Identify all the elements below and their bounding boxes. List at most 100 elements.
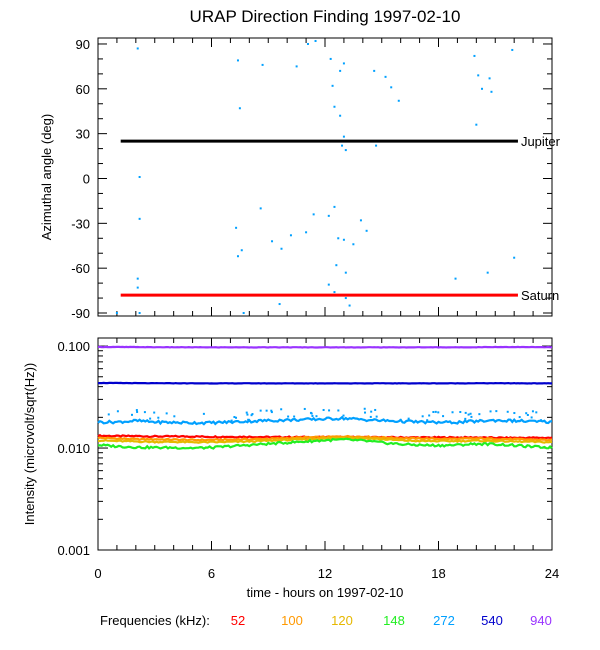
intensity-spike — [489, 410, 492, 413]
y-tick-label: 60 — [76, 82, 90, 97]
intensity-spike — [518, 416, 521, 419]
intensity-spike — [135, 409, 138, 412]
intensity-spike — [428, 414, 431, 417]
direction-point — [236, 255, 239, 258]
x-tick-label: 24 — [545, 566, 559, 581]
intensity-spike — [432, 411, 435, 414]
intensity-spike — [513, 412, 516, 415]
x-tick-label: 0 — [94, 566, 101, 581]
intensity-spike — [526, 414, 529, 417]
chart-title: URAP Direction Finding 1997-02-10 — [190, 7, 461, 26]
legend-item-100-khz: 100 — [281, 613, 303, 628]
intensity-spike — [293, 415, 296, 418]
intensity-spike — [437, 411, 440, 414]
direction-point — [259, 207, 262, 210]
direction-point — [138, 176, 141, 178]
direction-point — [373, 69, 376, 72]
direction-point — [344, 271, 347, 274]
intensity-spike — [116, 410, 119, 413]
direction-frame — [97, 37, 553, 317]
x-tick-label: 18 — [431, 566, 445, 581]
direction-point — [240, 249, 243, 252]
y-tick-label: -60 — [71, 261, 90, 276]
direction-point — [289, 234, 292, 237]
direction-point — [477, 74, 480, 77]
direction-point — [475, 123, 478, 126]
intensity-spike — [107, 413, 110, 416]
intensity-line-540-khz — [98, 381, 552, 385]
direction-point — [327, 214, 330, 217]
intensity-tick-label: 0.100 — [57, 339, 90, 354]
intensity-line-148-khz — [97, 437, 553, 450]
direction-point — [271, 240, 274, 243]
direction-point — [513, 256, 516, 259]
direction-point — [305, 231, 308, 234]
intensity-spike — [250, 414, 253, 417]
legend-item-940-khz: 940 — [530, 613, 552, 628]
direction-point — [333, 291, 336, 294]
direction-point — [333, 105, 336, 108]
intensity-spike — [322, 408, 325, 411]
legend-label: Frequencies (kHz): — [100, 613, 210, 628]
direction-point — [511, 48, 514, 51]
intensity-line-272-khz — [97, 415, 553, 426]
intensity-spike — [540, 419, 543, 422]
direction-point — [339, 114, 342, 117]
intensity-line-940-khz — [97, 345, 553, 349]
direction-point — [329, 57, 332, 60]
direction-point — [342, 135, 345, 138]
y-tick-label: -90 — [71, 306, 90, 321]
reference-label-saturn: Saturn — [521, 288, 559, 303]
intensity-spike — [464, 417, 467, 420]
intensity-spike — [153, 411, 156, 414]
intensity-spike — [426, 419, 429, 422]
intensity-spike — [442, 415, 445, 418]
legend-item-148-khz: 148 — [383, 613, 405, 628]
y-tick-label: 30 — [76, 127, 90, 142]
direction-point — [136, 47, 139, 50]
intensity-y-label: Intensity (microvolt/sqrt(Hz)) — [22, 363, 37, 526]
intensity-spike — [467, 413, 470, 416]
intensity-spike — [434, 410, 437, 413]
direction-point — [337, 237, 340, 240]
intensity-spike — [530, 416, 533, 419]
direction-point — [352, 243, 355, 246]
intensity-spike — [375, 415, 378, 418]
direction-point — [261, 63, 264, 66]
legend-item-540-khz: 540 — [481, 613, 503, 628]
direction-point — [327, 283, 330, 286]
direction-point — [278, 303, 281, 306]
direction-panel: 90 60 30 0 -30 -60 -90 Jupiter Saturn Azimuthal… — [39, 37, 561, 321]
intensity-spike — [407, 417, 410, 420]
direction-point — [488, 77, 491, 80]
intensity-panel: 0.001 0.010 0.100 0 6 12 18 24 Intensity (micr… — [22, 337, 559, 600]
intensity-spike — [535, 411, 538, 414]
intensity-spike — [246, 413, 249, 416]
intensity-spike — [202, 412, 205, 415]
direction-point — [339, 69, 342, 72]
direction-point — [341, 144, 344, 147]
direction-point — [236, 59, 239, 62]
intensity-spike — [130, 413, 133, 416]
direction-point — [138, 217, 141, 220]
intensity-spike — [478, 413, 481, 416]
y-tick-label: -30 — [71, 216, 90, 231]
intensity-spike — [303, 407, 306, 410]
intensity-spike — [265, 409, 268, 412]
intensity-spike — [157, 416, 160, 419]
intensity-spike — [235, 416, 238, 419]
direction-point — [136, 286, 139, 289]
legend-item-272-khz: 272 — [433, 613, 455, 628]
intensity-spike — [309, 411, 312, 414]
intensity-spike — [374, 408, 377, 411]
direction-point — [390, 86, 393, 89]
direction-point — [331, 84, 334, 87]
direction-point — [342, 62, 345, 65]
direction-y-label: Azimuthal angle (deg) — [39, 114, 54, 240]
x-tick-label: 6 — [208, 566, 215, 581]
intensity-spike — [136, 410, 139, 413]
intensity-spike — [459, 411, 462, 414]
direction-y-axis: 90 60 30 0 -30 -60 -90 — [71, 37, 552, 321]
direction-points — [115, 39, 516, 315]
